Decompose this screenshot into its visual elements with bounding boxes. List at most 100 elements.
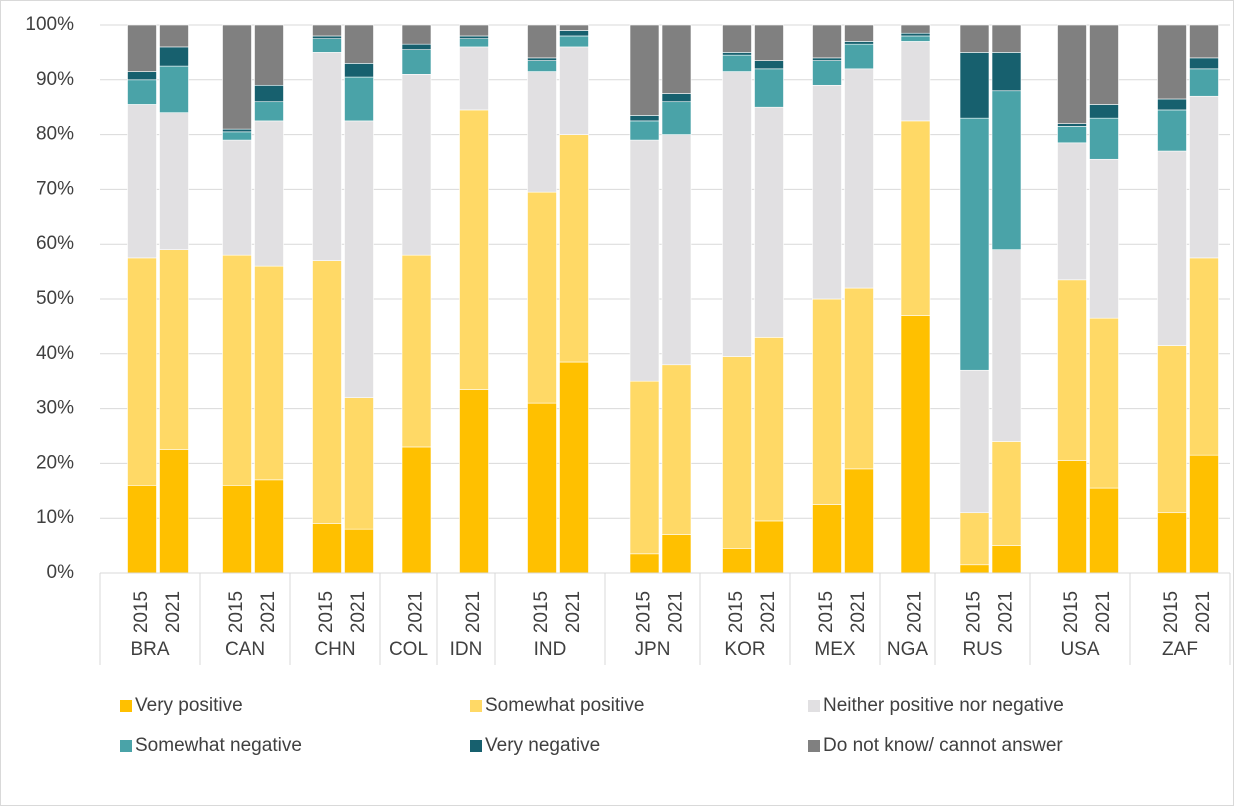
group-label: COL: [389, 639, 428, 660]
x-tick-label: 2015: [726, 591, 747, 633]
x-tick-label: 2021: [348, 591, 369, 633]
legend-swatch: [470, 740, 482, 752]
x-tick-label: 2015: [1161, 591, 1182, 633]
group-label: JPN: [635, 639, 671, 660]
bar-segment: [754, 520, 784, 574]
bar-segment: [754, 24, 784, 61]
bar-segment: [991, 24, 1022, 53]
bar-segment: [459, 24, 489, 37]
bar-segment: [559, 35, 589, 48]
bar-segment: [559, 30, 589, 37]
bar-segment: [159, 249, 189, 450]
bar-segment: [459, 46, 489, 111]
bar-segment: [991, 52, 1022, 92]
bar-segment: [629, 115, 660, 122]
bar-segment: [661, 134, 692, 366]
y-tick-label: 0%: [47, 562, 75, 583]
bar-segment: [559, 361, 589, 574]
x-tick-label: 2015: [964, 591, 985, 633]
bar-segment: [254, 24, 284, 86]
bar-segment: [754, 106, 784, 338]
bar-segment: [1157, 109, 1187, 152]
bar-segment: [127, 79, 157, 105]
group-label: MEX: [814, 639, 856, 660]
bar-segment: [1057, 460, 1087, 574]
bar-segment: [559, 134, 589, 363]
group-label: CHN: [314, 639, 355, 660]
bar-segment: [222, 128, 252, 133]
bar-segment: [812, 60, 842, 86]
bar-segment: [527, 191, 557, 404]
bar-segment: [661, 534, 692, 574]
bar-segment: [722, 71, 752, 357]
bar-segment: [844, 468, 874, 574]
bar-segment: [344, 76, 374, 122]
bar-segment: [459, 35, 489, 39]
bar-segment: [254, 101, 284, 122]
x-tick-label: 2021: [1193, 591, 1214, 633]
bar-segment: [222, 254, 252, 486]
bar-segment: [127, 71, 157, 81]
bar-segment: [1189, 24, 1219, 59]
x-tick-label: 2021: [848, 591, 869, 633]
bar-segment: [844, 43, 874, 70]
bar-segment: [661, 101, 692, 135]
legend-label: Very negative: [485, 735, 600, 756]
bar-segment: [629, 120, 660, 141]
bar-segment: [629, 139, 660, 382]
bar-segment: [844, 41, 874, 45]
x-tick-label: 2015: [131, 591, 152, 633]
x-tick-label: 2015: [1061, 591, 1082, 633]
bar-segment: [812, 57, 842, 61]
bar-segment: [722, 548, 752, 574]
bar-segment: [722, 356, 752, 549]
x-tick-label: 2021: [163, 591, 184, 633]
bar-segment: [254, 265, 284, 481]
legend-swatch: [808, 740, 820, 752]
group-label: CAN: [225, 639, 265, 660]
y-tick-label: 90%: [36, 69, 74, 90]
bar-segment: [222, 485, 252, 574]
bar-segment: [1089, 487, 1119, 574]
bar-segment: [312, 24, 342, 37]
legend-swatch: [120, 740, 132, 752]
bar-segment: [254, 479, 284, 574]
x-tick-label: 2021: [1093, 591, 1114, 633]
bar-segment: [661, 93, 692, 103]
group-label: NGA: [887, 639, 929, 660]
legend-swatch: [808, 700, 820, 712]
legend-label: Neither positive nor negative: [823, 695, 1064, 716]
bar-segment: [1189, 57, 1219, 70]
bar-segment: [959, 117, 990, 371]
bar-segment: [959, 52, 990, 119]
bar-segment: [629, 553, 660, 574]
bar-segment: [312, 35, 342, 39]
x-tick-label: 2021: [666, 591, 687, 633]
x-tick-label: 2021: [905, 591, 926, 633]
y-tick-label: 30%: [36, 398, 74, 419]
bar-segment: [1089, 117, 1119, 160]
bar-segment: [527, 60, 557, 72]
bar-segment: [527, 402, 557, 574]
bar-segment: [844, 24, 874, 42]
bar-segment: [1157, 150, 1187, 346]
group-label: RUS: [962, 639, 1002, 660]
bar-segment: [312, 38, 342, 53]
bar-segment: [900, 35, 931, 42]
bar-segment: [527, 24, 557, 59]
bar-segment: [222, 131, 252, 141]
bar-segment: [1057, 24, 1087, 124]
bar-segment: [127, 485, 157, 574]
bar-segment: [127, 257, 157, 486]
bar-segment: [159, 65, 189, 113]
bar-segment: [1057, 126, 1087, 144]
legend-swatch: [120, 700, 132, 712]
bar-segment: [401, 49, 432, 75]
bar-segment: [401, 43, 432, 50]
bar-segment: [812, 504, 842, 574]
y-tick-label: 20%: [36, 452, 74, 473]
bar-segment: [959, 369, 990, 514]
bar-segment: [812, 298, 842, 505]
bar-segment: [844, 287, 874, 470]
